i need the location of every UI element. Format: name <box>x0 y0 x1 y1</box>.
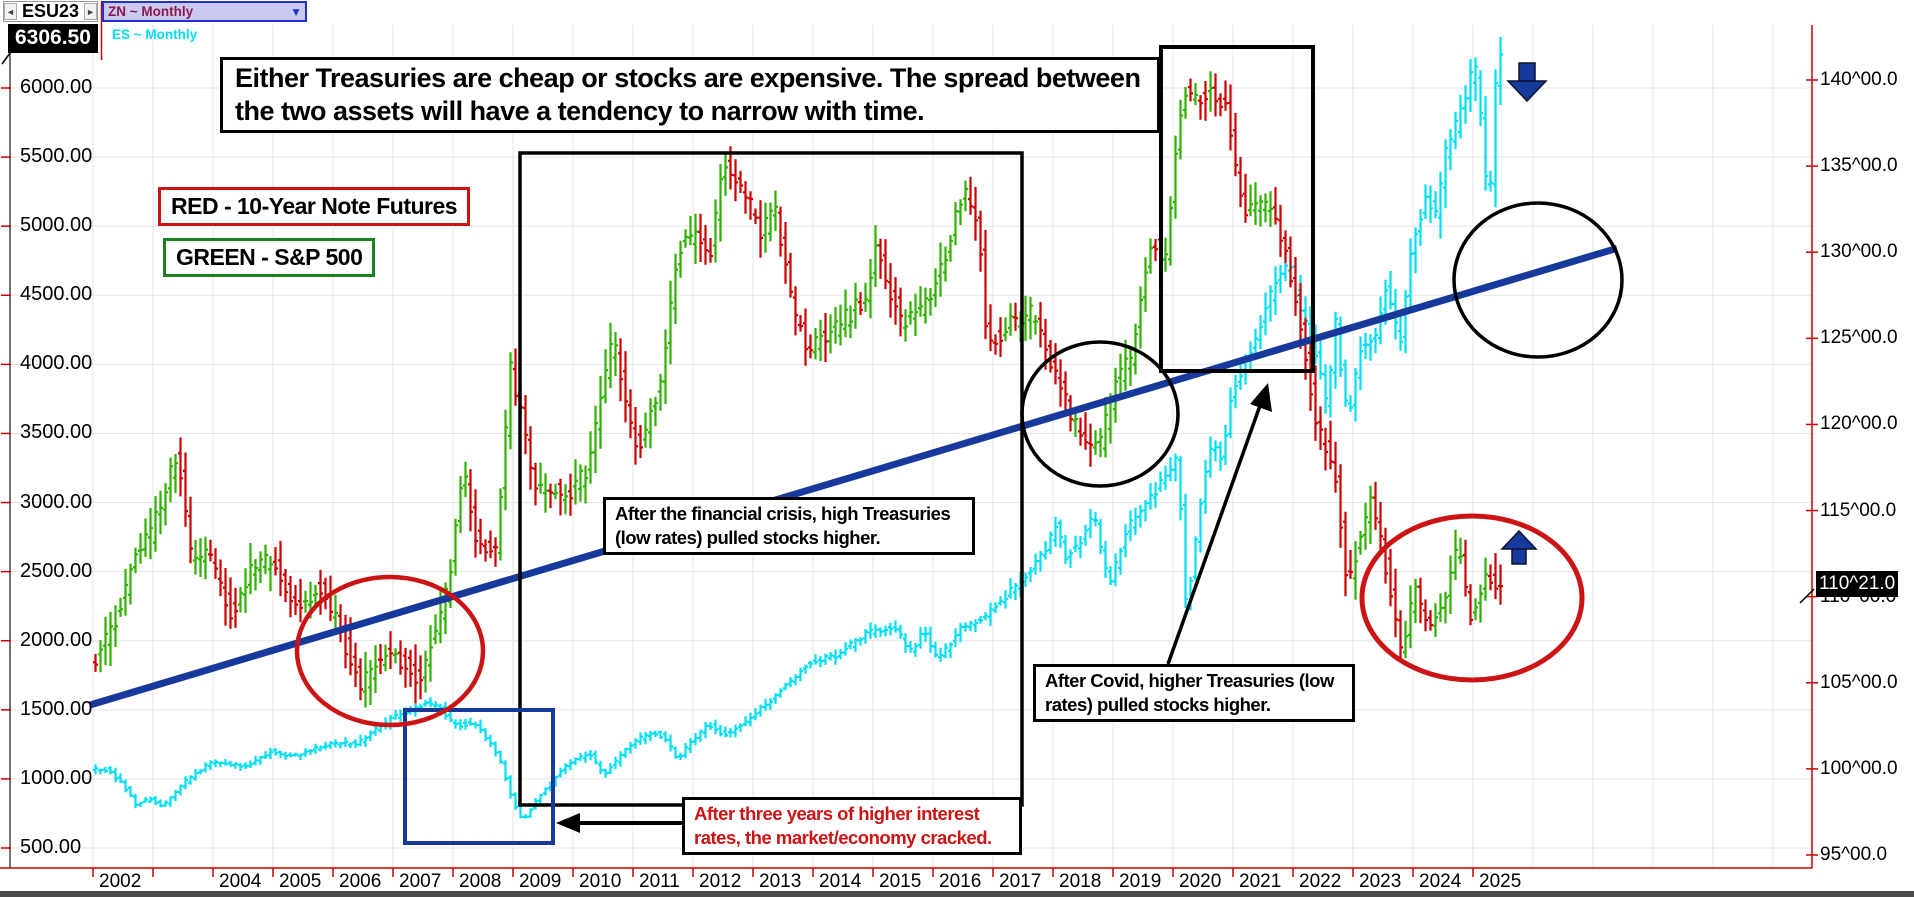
symbol-prev-icon[interactable]: ◄ <box>4 3 17 20</box>
x-axis-label: 2017 <box>999 871 1042 892</box>
x-axis-label: 2020 <box>1179 871 1222 892</box>
legend-red-label: RED - 10-Year Note Futures <box>158 187 471 226</box>
crisis-low-rect <box>403 708 555 845</box>
right-axis-label: 135^00.0 <box>1820 155 1898 177</box>
down-arrow-annotation <box>1506 62 1548 103</box>
symbol-next-icon[interactable]: ► <box>84 3 98 20</box>
covid-annotation: After Covid, higher Treasuries (low rate… <box>1033 664 1355 722</box>
left-axis-label: 2500.00 <box>20 559 93 582</box>
right-axis-label: 105^00.0 <box>1820 671 1898 693</box>
x-axis-label: 2006 <box>339 871 382 892</box>
x-axis-label: 2011 <box>639 871 680 892</box>
x-axis-label: 2002 <box>99 871 142 892</box>
x-axis-label: 2005 <box>279 871 322 892</box>
left-axis-label: 5000.00 <box>20 214 93 237</box>
right-axis-label: 95^00.0 <box>1820 844 1888 865</box>
right-axis-label: 125^00.0 <box>1820 327 1898 349</box>
x-axis-label: 2022 <box>1299 871 1342 892</box>
red-ellipse-2006 <box>294 574 486 728</box>
financial-crisis-annotation: After the financial crisis, high Treasur… <box>603 497 975 555</box>
x-axis-label: 2008 <box>459 871 502 892</box>
left-axis-label: 1000.00 <box>20 766 93 789</box>
covid-peak-rect <box>1159 45 1315 373</box>
left-axis-label: 500.00 <box>20 836 82 858</box>
bottom-scrollbar[interactable] <box>0 891 1914 897</box>
left-axis-label: 4500.00 <box>20 283 93 306</box>
x-axis-label: 2004 <box>219 871 262 892</box>
x-axis-label: 2010 <box>579 871 622 892</box>
right-axis-label: 140^00.0 <box>1820 69 1898 90</box>
x-axis-label: 2024 <box>1419 871 1462 892</box>
x-axis-label: 2012 <box>699 871 742 892</box>
left-axis-label: 3000.00 <box>20 490 93 513</box>
right-axis-label: 130^00.0 <box>1820 241 1898 263</box>
cracked-arrow-head <box>556 813 580 833</box>
x-axis-label: 2025 <box>1479 871 1522 892</box>
series-dropdown-label: ZN ~ Monthly <box>108 4 194 19</box>
right-axis-label: 120^00.0 <box>1820 413 1898 435</box>
legend-green-label: GREEN - S&P 500 <box>163 238 376 277</box>
right-axis-label: 100^00.0 <box>1820 757 1898 779</box>
dropdown-arrow-icon: ▼ <box>290 4 302 19</box>
x-axis-label: 2015 <box>879 871 922 892</box>
x-axis-label: 2007 <box>399 871 442 892</box>
es-last-price-badge: 6306.50 <box>8 24 98 53</box>
left-axis-label: 1500.00 <box>20 697 93 720</box>
left-axis-label: 3500.00 <box>20 421 93 444</box>
cracked-annotation: After three years of higher interest rat… <box>682 797 1022 855</box>
symbol-selector: ◄ ESU23 ► <box>3 1 99 22</box>
right-axis-label: 115^00.0 <box>1820 499 1897 521</box>
left-axis-label: 2000.00 <box>20 628 93 651</box>
x-axis-label: 2016 <box>939 871 982 892</box>
series-dropdown[interactable]: ZN ~ Monthly ▼ <box>102 1 307 22</box>
x-axis-label: 2009 <box>519 871 562 892</box>
x-axis-label: 2023 <box>1359 871 1402 892</box>
x-axis-label: 2013 <box>759 871 802 892</box>
symbol-label: ESU23 <box>22 1 80 21</box>
black-circle-2018 <box>1020 340 1180 488</box>
series-secondary-label: ES ~ Monthly <box>112 27 198 42</box>
x-axis-label: 2014 <box>819 871 862 892</box>
left-axis-label: 6000.00 <box>20 76 93 98</box>
left-axis-label: 4000.00 <box>20 352 93 375</box>
headline-annotation: Either Treasuries are cheap or stocks ar… <box>220 57 1160 133</box>
covid-arrow-head <box>1250 383 1272 412</box>
red-ellipse-2024 <box>1359 513 1585 683</box>
zn-last-price-badge: 110^21.0 <box>1816 571 1899 597</box>
x-axis-label: 2018 <box>1059 871 1102 892</box>
x-axis-label: 2019 <box>1119 871 1162 892</box>
up-arrow-annotation <box>1500 529 1538 565</box>
x-axis-label: 2021 <box>1239 871 1282 892</box>
left-axis-label: 5500.00 <box>20 145 93 168</box>
black-circle-2025 <box>1452 201 1624 359</box>
